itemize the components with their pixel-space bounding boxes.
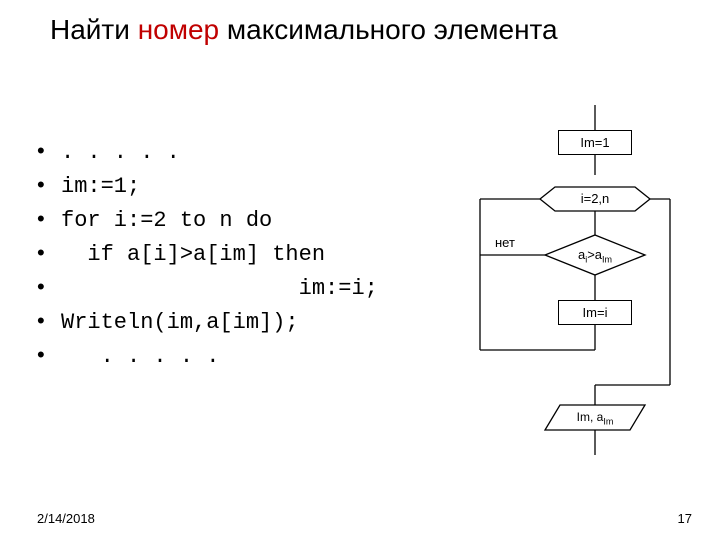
flow-output-a: Im, a [577, 410, 604, 424]
flow-assign-im1-text: Im=1 [580, 135, 609, 150]
bullet-icon: • [37, 271, 61, 303]
code-line: •im:=1; [37, 169, 378, 203]
slide-title: Найти номер максимального элемента [50, 14, 670, 46]
code-line: • if a[i]>a[im] then [37, 237, 378, 271]
flow-no-label: нет [495, 235, 515, 250]
code-text: im:=i; [61, 273, 378, 305]
code-text: im:=1; [61, 171, 140, 203]
bullet-icon: • [37, 169, 61, 201]
flow-condition: ai>aIm [545, 247, 645, 265]
flow-no-text: нет [495, 235, 515, 250]
code-text: if a[i]>a[im] then [61, 239, 325, 271]
code-text: . . . . . [61, 341, 219, 373]
code-line: • . . . . . [37, 339, 378, 373]
title-part3: максимального элемента [219, 14, 558, 45]
bullet-icon: • [37, 339, 61, 371]
code-text: Writeln(im,a[im]); [61, 307, 299, 339]
code-list: •. . . . . •im:=1; •for i:=2 to n do • i… [37, 135, 378, 373]
footer-page: 17 [678, 511, 692, 526]
title-part1: Найти [50, 14, 138, 45]
flow-cond-im: Im [602, 255, 612, 265]
flow-assign-imi: Im=i [558, 300, 632, 325]
flow-assign-im1: Im=1 [558, 130, 632, 155]
flow-cond-gt: >a [587, 247, 602, 262]
flow-loop-text: i=2,n [581, 191, 610, 206]
bullet-icon: • [37, 305, 61, 337]
code-line: •for i:=2 to n do [37, 203, 378, 237]
flow-output-b: Im [603, 416, 613, 426]
flow-assign-imi-text: Im=i [583, 305, 608, 320]
code-line: • im:=i; [37, 271, 378, 305]
bullet-icon: • [37, 135, 61, 167]
code-text: for i:=2 to n do [61, 205, 272, 237]
flowchart: Im=1 i=2,n ai>aIm нет Im=i Im, aIm [445, 105, 689, 495]
footer-date: 2/14/2018 [37, 511, 95, 526]
code-text: . . . . . [61, 137, 180, 169]
bullet-icon: • [37, 203, 61, 235]
code-line: •. . . . . [37, 135, 378, 169]
bullet-icon: • [37, 237, 61, 269]
flow-loop-label: i=2,n [540, 191, 650, 206]
code-line: •Writeln(im,a[im]); [37, 305, 378, 339]
title-part2: номер [138, 14, 219, 45]
flow-output: Im, aIm [550, 410, 640, 426]
